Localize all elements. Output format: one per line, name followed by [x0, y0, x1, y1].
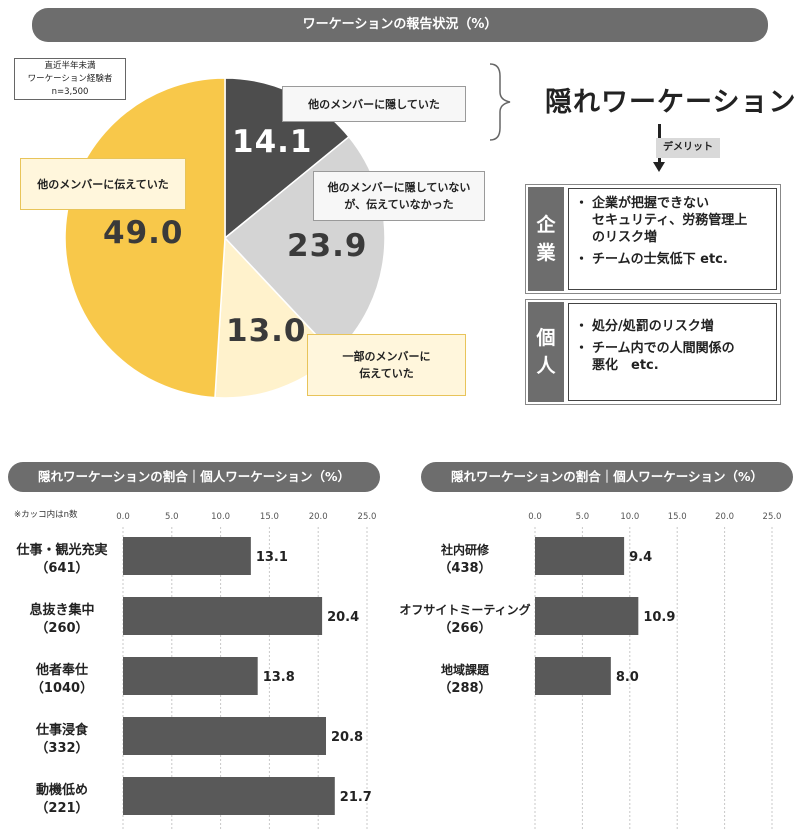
demerit-line: 悪化 etc.	[592, 358, 659, 373]
individual-label: 個 人	[528, 302, 564, 402]
company-frame	[525, 184, 781, 294]
bar	[535, 537, 625, 575]
x-tick-label: 15.0	[668, 512, 687, 522]
report-status-title: ワーケーションの報告状況（%）	[32, 8, 768, 42]
x-tick-label: 10.0	[211, 512, 230, 522]
pie-value-told-others: 49.0	[103, 215, 184, 251]
callout-told-some: 一部のメンバーに 伝えていた	[307, 334, 466, 396]
category-label: 仕事浸食	[35, 722, 89, 738]
sample-note-line: n=3,500	[51, 87, 89, 97]
callout-line: が、伝えていなかった	[344, 198, 454, 211]
x-tick-label: 20.0	[715, 512, 734, 522]
callout-line: 一部のメンバーに	[342, 350, 431, 363]
bar	[123, 537, 251, 575]
bar-value-label: 13.8	[263, 670, 295, 685]
callout-not-hid-not-told: 他のメンバーに隠していない が、伝えていなかった	[313, 171, 485, 221]
bar	[123, 597, 323, 635]
n-count-label: （288）	[438, 680, 491, 696]
category-label: 仕事・観光充実	[15, 542, 107, 558]
callout-hid-text: 他のメンバーに隠していた	[308, 97, 440, 111]
n-count-label: （438）	[438, 560, 491, 576]
bar	[123, 657, 258, 695]
bar-value-label: 20.4	[327, 610, 359, 625]
demerit-line: 企業が把握できない	[592, 196, 710, 211]
x-tick-label: 15.0	[260, 512, 279, 522]
individual-demerit-item: チーム内での人間関係の 悪化 etc.	[575, 340, 768, 374]
pie-value-hid: 14.1	[232, 124, 313, 160]
pie-value-not-hid-not-told: 23.9	[287, 228, 368, 264]
bar-value-label: 20.8	[331, 730, 363, 745]
pie-slice-told-others	[64, 77, 226, 399]
company-label-char: 企	[536, 214, 556, 236]
right-bar-chart: 0.0 5.0 10.0 15.0 20.0 25.0 9.4 社内研修 （438） 10.9 オフ…	[400, 512, 782, 830]
bar	[123, 777, 335, 815]
callout-hid: 他のメンバーに隠していた	[282, 86, 466, 122]
demerit-line: のリスク増	[592, 230, 658, 245]
company-label: 企 業	[528, 187, 564, 291]
brace-icon	[489, 63, 511, 141]
x-tick-label: 25.0	[358, 512, 377, 522]
x-tick-label: 0.0	[116, 512, 130, 522]
down-arrow-head-icon	[653, 162, 665, 172]
individual-frame	[525, 299, 781, 405]
sample-note-line: ワーケーション経験者	[27, 74, 113, 84]
category-label: オフサイトミーティング	[400, 602, 531, 617]
x-tick-label: 25.0	[763, 512, 782, 522]
sample-note-line: 直近半年未満	[44, 61, 96, 71]
bar	[535, 657, 611, 695]
n-count-label: （221）	[35, 800, 88, 816]
demerit-line: チームの士気低下 etc.	[592, 252, 728, 267]
category-label: 息抜き集中	[29, 602, 94, 618]
individual-label-char: 人	[536, 355, 556, 377]
n-count-label: （641）	[35, 560, 88, 576]
pie-value-told-some: 13.0	[226, 313, 307, 349]
category-label: 動機低め	[36, 782, 88, 798]
left-bar-chart: 0.0 5.0 10.0 15.0 20.0 25.0 13.1 仕事・観光充実 （641） 20…	[15, 512, 377, 830]
company-demerit-item: 企業が把握できない セキュリティ、労務管理上 のリスク増	[575, 195, 768, 246]
category-label: 地域課題	[441, 662, 490, 677]
callout-told-others: 他のメンバーに伝えていた	[20, 158, 186, 210]
x-tick-label: 20.0	[309, 512, 328, 522]
individual-demerit-item: 処分/処罰のリスク増	[575, 318, 768, 335]
company-demerit-item: チームの士気低下 etc.	[575, 251, 768, 268]
individual-label-char: 個	[536, 327, 556, 349]
bar-value-label: 8.0	[616, 670, 639, 685]
demerit-line: セキュリティ、労務管理上	[592, 213, 748, 228]
category-label: 他者奉仕	[35, 662, 88, 678]
sample-note: 直近半年未満 ワーケーション経験者 n=3,500	[14, 58, 126, 100]
x-tick-label: 0.0	[528, 512, 542, 522]
individual-demerits: 処分/処罰のリスク増 チーム内での人間関係の 悪化 etc.	[568, 303, 777, 401]
n-count-label: （260）	[35, 620, 88, 636]
company-demerits: 企業が把握できない セキュリティ、労務管理上 のリスク増 チームの士気低下 et…	[568, 188, 777, 290]
category-label: 社内研修	[440, 542, 490, 557]
n-count-label: （1040）	[31, 680, 93, 696]
demerit-line: 処分/処罰のリスク増	[592, 319, 714, 334]
callout-told-others-text: 他のメンバーに伝えていた	[37, 177, 169, 191]
bar-value-label: 9.4	[629, 550, 652, 565]
hidden-workation-title: 隠れワーケーション	[545, 87, 797, 118]
bar-value-label: 21.7	[340, 790, 372, 805]
bar-value-label: 10.9	[643, 610, 675, 625]
x-tick-label: 5.0	[576, 512, 590, 522]
bar	[123, 717, 327, 755]
x-tick-label: 10.0	[620, 512, 639, 522]
n-count-label: （266）	[438, 620, 491, 636]
demerit-line: チーム内での人間関係の	[592, 341, 735, 356]
bar-value-label: 13.1	[256, 550, 288, 565]
callout-line: 他のメンバーに隠していない	[327, 181, 471, 194]
callout-line: 伝えていた	[359, 367, 414, 380]
demerit-tag: デメリット	[656, 138, 720, 158]
x-tick-label: 5.0	[165, 512, 179, 522]
bar	[535, 597, 639, 635]
right-chart-title: 隠れワーケーションの割合｜個人ワーケーション（%）	[421, 462, 793, 492]
n-count-note: ※カッコ内はn数	[14, 510, 78, 520]
left-chart-title: 隠れワーケーションの割合｜個人ワーケーション（%）	[8, 462, 380, 492]
n-count-label: （332）	[35, 740, 88, 756]
company-label-char: 業	[536, 242, 556, 264]
